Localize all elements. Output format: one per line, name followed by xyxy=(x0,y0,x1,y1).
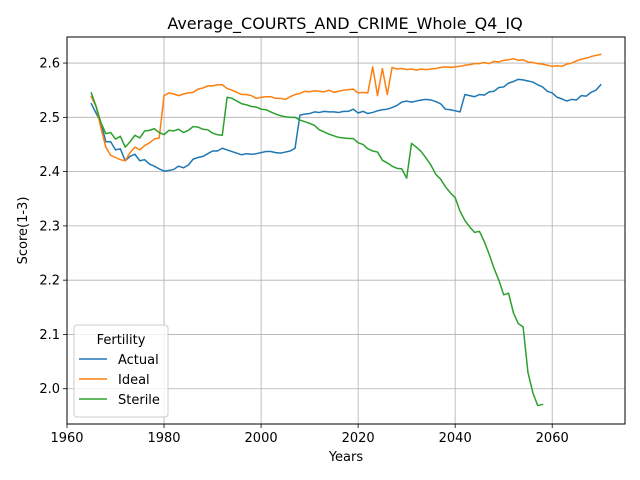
series-line-sterile xyxy=(90,91,544,407)
legend-label-ideal: Ideal xyxy=(118,373,150,388)
legend: Fertility Actual Ideal Sterile xyxy=(73,324,169,418)
y-tick-label: 2.4 xyxy=(39,165,60,180)
y-axis-label: Score(1-3) xyxy=(16,197,31,265)
x-tick-label: 1980 xyxy=(147,431,180,446)
x-tick-label: 2060 xyxy=(536,431,569,446)
y-tick-label: 2.6 xyxy=(39,57,60,72)
series-line-ideal xyxy=(90,53,602,162)
x-tick-label: 1960 xyxy=(50,431,83,446)
x-axis: 1960 1980 2000 2020 2040 2060 xyxy=(50,424,569,446)
series-line-actual xyxy=(90,78,602,172)
y-tick-label: 2.3 xyxy=(39,219,60,234)
y-tick-label: 2.5 xyxy=(39,111,60,126)
series-layer xyxy=(90,53,602,407)
plot-frame xyxy=(66,36,626,425)
legend-label-sterile: Sterile xyxy=(118,393,160,408)
x-axis-label: Years xyxy=(328,450,364,465)
legend-title: Fertility xyxy=(97,333,146,348)
chart-title: Average_COURTS_AND_CRIME_Whole_Q4_IQ xyxy=(167,14,522,34)
y-tick-label: 2.1 xyxy=(39,328,60,343)
y-tick-label: 2.0 xyxy=(39,382,60,397)
x-tick-label: 2000 xyxy=(245,431,278,446)
legend-box xyxy=(73,324,169,418)
x-tick-label: 2040 xyxy=(439,431,472,446)
legend-label-actual: Actual xyxy=(118,353,159,368)
y-axis: 2.0 2.1 2.2 2.3 2.4 2.5 2.6 xyxy=(39,57,67,397)
x-tick-label: 2020 xyxy=(342,431,375,446)
y-tick-label: 2.2 xyxy=(39,274,60,289)
